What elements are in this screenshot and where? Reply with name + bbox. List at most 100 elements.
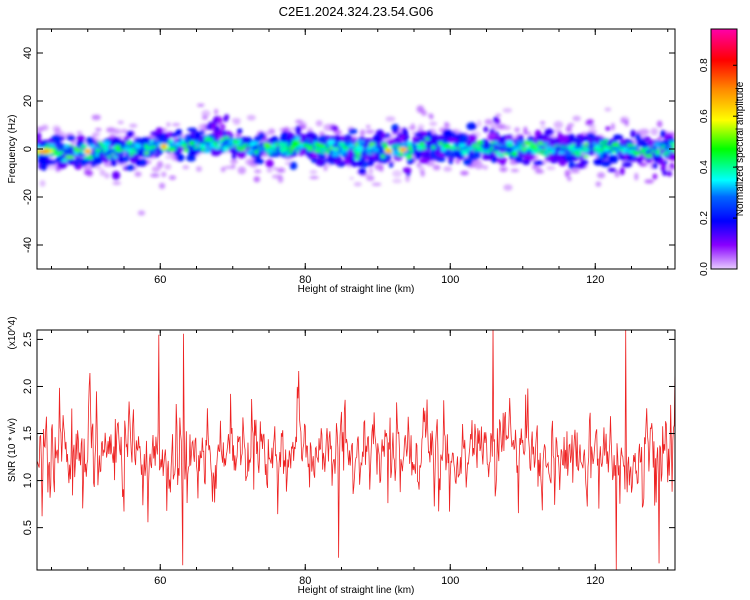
spectrogram-cell [94, 145, 99, 150]
spectrogram-cell [589, 144, 594, 149]
spectrogram-cell [95, 165, 102, 170]
spectrogram-cell [455, 158, 461, 164]
spectrogram-hotspot-core [161, 145, 166, 148]
spectrogram-cell [253, 158, 265, 165]
spectrogram-cell [354, 156, 361, 160]
spectrogram-spike [662, 169, 668, 176]
spectrogram-cell [442, 143, 451, 149]
spectrogram-cell [198, 123, 208, 132]
spectrogram-cell [184, 143, 188, 146]
spectrogram-cell [634, 172, 639, 181]
spectrogram-x-tick-label: 80 [299, 274, 311, 286]
spectrogram-cell [309, 144, 314, 149]
spectrogram-cell [347, 140, 354, 145]
spectrogram-cell [564, 169, 571, 178]
spectrogram-cell [187, 127, 198, 132]
spectrogram-cell [255, 135, 264, 141]
spectrogram-cell [103, 161, 113, 167]
spectrogram-y-tick-label: 40 [22, 47, 34, 59]
spectrogram-cell [266, 168, 273, 173]
spectrogram-cell [605, 126, 611, 131]
spectrogram-cell [497, 141, 503, 145]
spectrogram-cell [572, 115, 581, 122]
spectrogram-cell [429, 121, 438, 127]
spectrogram-cell [358, 168, 367, 175]
spectrogram-cell [442, 129, 453, 137]
spectrogram-cell [208, 144, 216, 149]
spectrogram-cell [310, 152, 318, 159]
spectrogram-cell [540, 125, 547, 129]
spectrogram-cell [582, 155, 589, 158]
spectrogram-cell [607, 167, 617, 173]
spectrogram-cell [114, 144, 122, 148]
spectrogram-cell [591, 142, 598, 146]
spectrogram-cell [638, 162, 647, 167]
colorbar-tick-label: 0.4 [699, 160, 710, 174]
spectrogram-cell [420, 170, 425, 177]
spectrogram-cell [315, 120, 323, 127]
spectrogram-cell [264, 146, 269, 151]
spectrogram-cell [294, 136, 301, 141]
spectrogram-y-tick-label: 0 [22, 146, 34, 152]
spectrogram-cell [357, 140, 366, 144]
spectrogram-cell [663, 142, 671, 146]
colorbar-ticks: 0.0 0.2 0.4 0.6 0.8 [699, 58, 737, 276]
spectrogram-cell [385, 133, 391, 138]
spectrogram-cell [309, 169, 318, 175]
spectrogram-cell [539, 152, 543, 155]
spectrogram-cell [126, 130, 134, 136]
spectrogram-cell [596, 172, 606, 179]
spectrogram-cell [254, 149, 259, 155]
spectrogram-blobs [37, 103, 675, 216]
spectrogram-cell [657, 136, 662, 142]
spectrogram-cell [458, 143, 467, 148]
spectrogram-spike [495, 118, 501, 125]
spectrogram-y-tick-label: -40 [22, 237, 34, 253]
spectrogram-cell [435, 149, 441, 157]
spectrogram-cell [68, 145, 73, 150]
spectrogram-cell [365, 124, 371, 129]
spectrogram-cell [353, 181, 362, 187]
spectrogram-cell [529, 146, 538, 150]
spectrogram-spike [652, 173, 658, 180]
spectrogram-cell [636, 142, 643, 147]
spectrogram-cell [644, 179, 654, 184]
spectrogram-x-tick-label: 100 [441, 274, 459, 286]
spectrogram-spike [220, 123, 226, 130]
spectrogram-cell [553, 120, 564, 129]
colorbar: 0.0 0.2 0.4 0.6 0.8 Normalized spectral ampl… [699, 28, 746, 276]
spectrogram-cell [484, 155, 493, 161]
spectrogram-cell [414, 132, 423, 137]
spectrogram-cell [331, 125, 339, 131]
spectrogram-cell [86, 142, 94, 146]
spectrogram-cell [303, 143, 310, 148]
spectrogram-cell [372, 134, 381, 139]
spectrogram-cell [356, 146, 361, 150]
spectrogram-axes: 60 80 100 120 -40 -20 0 20 40 [22, 29, 675, 286]
spectrogram-cell [441, 148, 446, 152]
snr-y-label: SNR (10 * v/v) [7, 418, 18, 482]
spectrogram-y-label: Frequency (Hz) [7, 115, 18, 184]
spectrogram-cell [104, 172, 110, 179]
spectrogram-cell [426, 161, 435, 167]
spectrogram-cell [354, 141, 359, 148]
spectrogram-cell [284, 142, 289, 145]
spectrogram-cell [436, 157, 446, 162]
spectrogram-cell [237, 128, 243, 134]
spectrogram-cell [661, 152, 670, 156]
spectrogram-cell [490, 123, 500, 131]
spectrogram-cell [378, 149, 386, 154]
spectrogram-cell [394, 143, 399, 147]
spectrogram-cell [561, 135, 570, 143]
spectrogram-cell [104, 146, 109, 152]
spectrogram-cell [120, 128, 128, 134]
spectrogram-cell [366, 175, 375, 182]
spectrogram-cell [488, 143, 494, 147]
snr-x-tick-label: 120 [586, 575, 604, 587]
spectrogram-cell [193, 146, 200, 150]
spectrogram-spike [217, 116, 223, 123]
spectrogram-cell [370, 149, 374, 154]
spectrogram-cell [289, 146, 295, 151]
spectrogram-cell [150, 173, 160, 178]
spectrogram-cell [543, 151, 550, 155]
